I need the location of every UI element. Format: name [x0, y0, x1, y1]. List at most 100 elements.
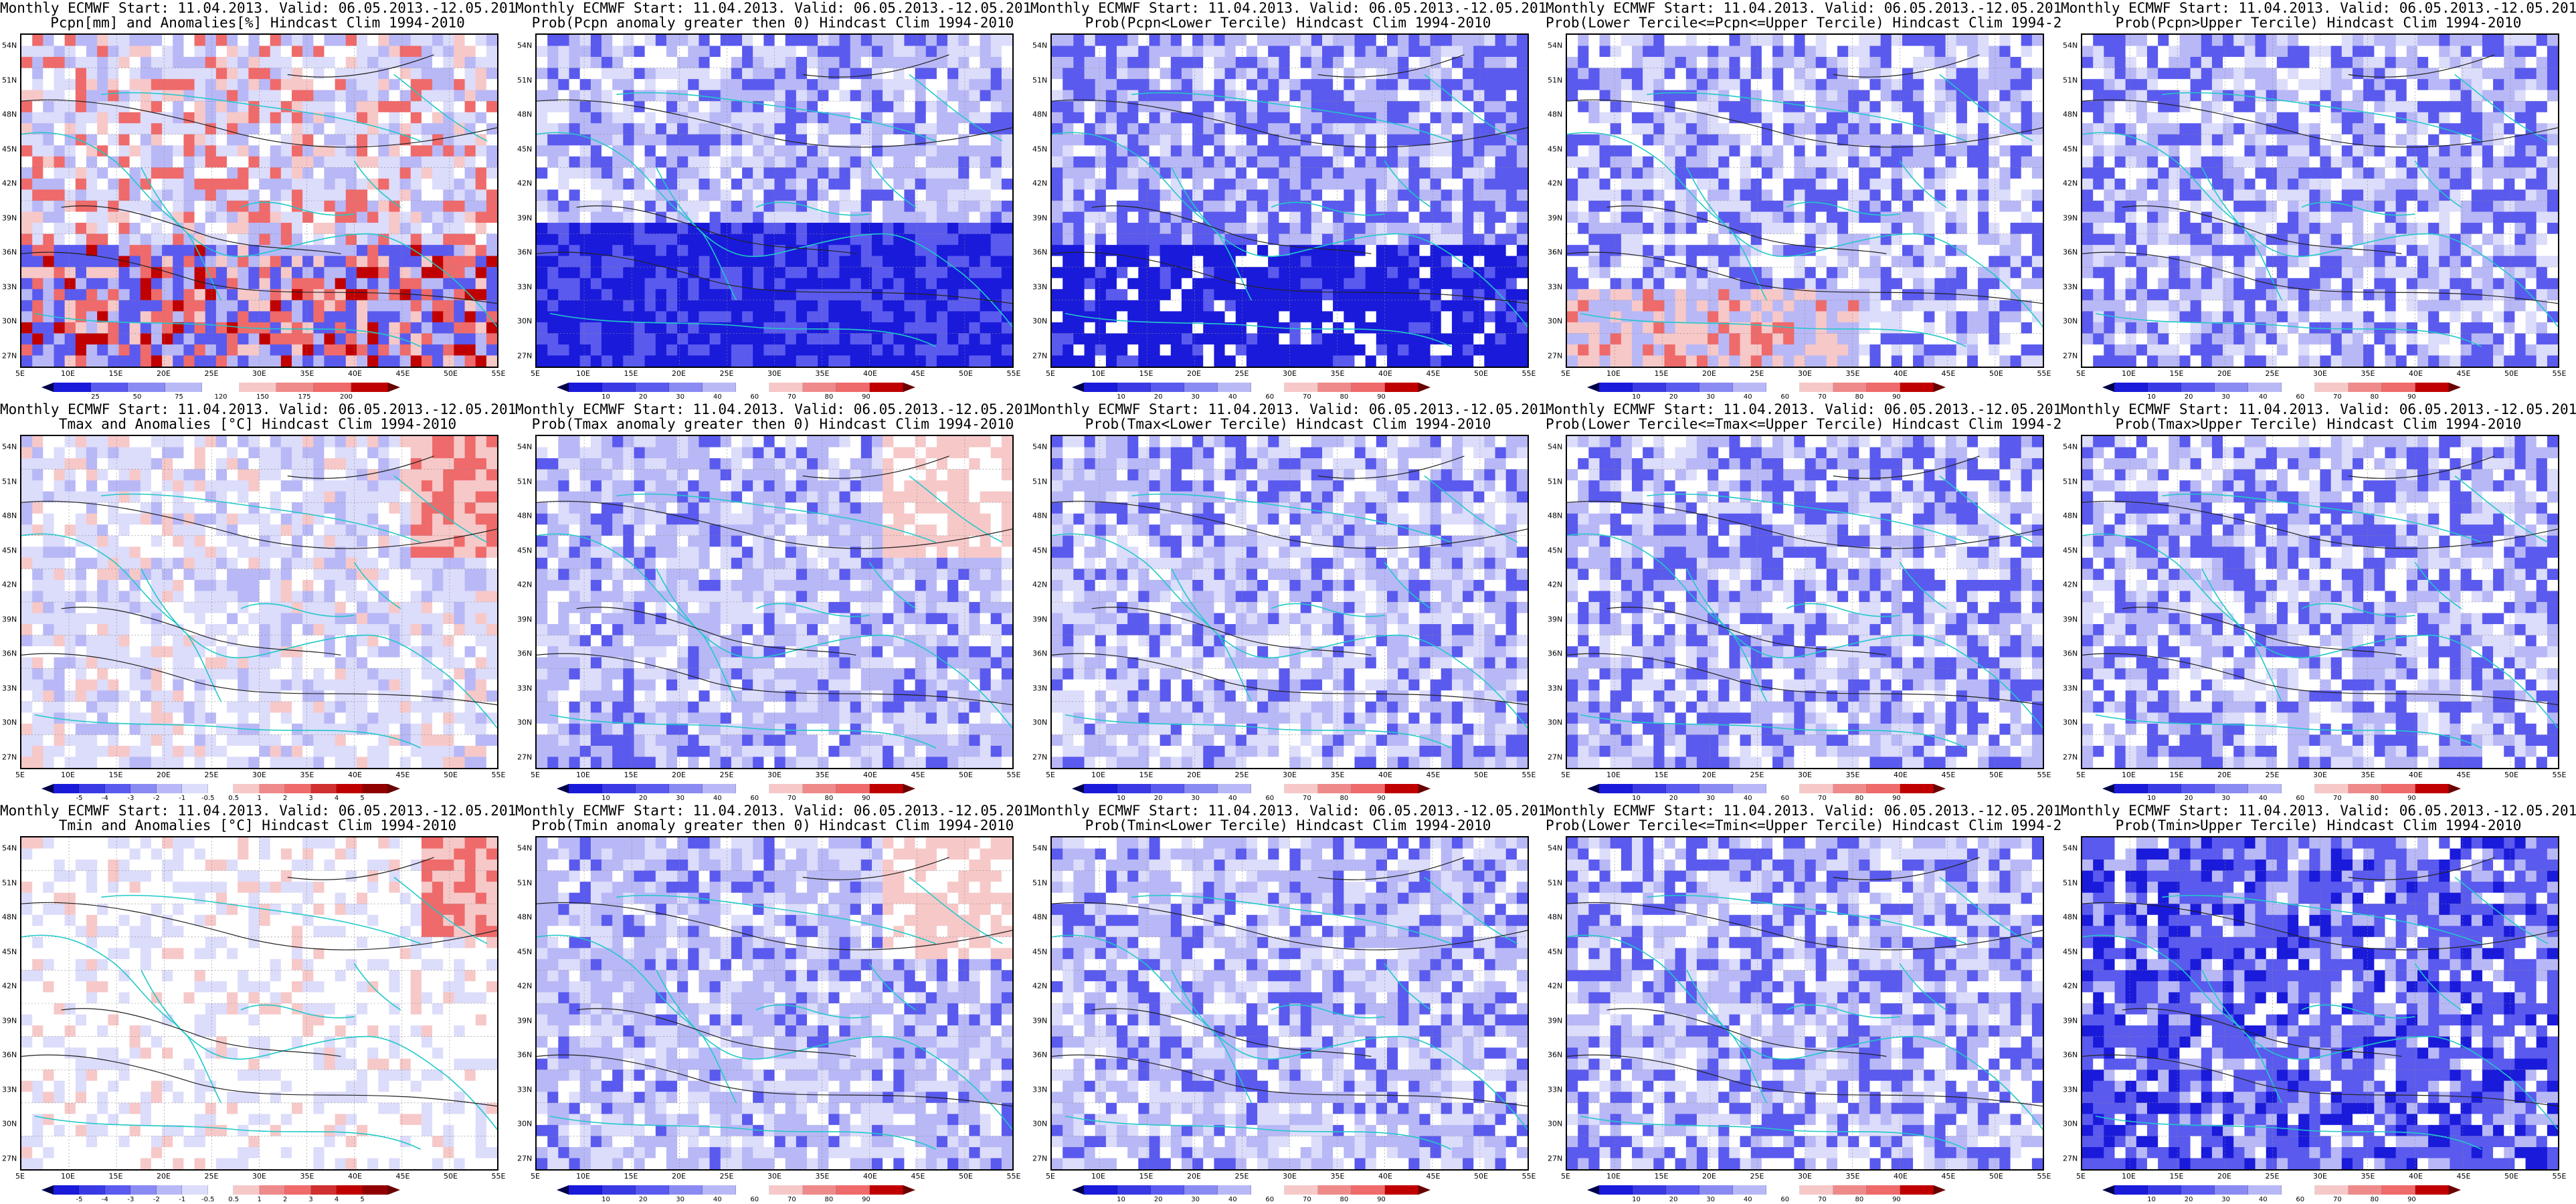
field-cell: [1235, 201, 1247, 213]
field-cell: [1170, 90, 1182, 102]
field-cell: [1289, 134, 1301, 146]
field-cell: [634, 311, 646, 323]
field-cell: [1376, 145, 1388, 157]
field-cell: [1708, 123, 1719, 135]
field-cell: [1365, 156, 1377, 168]
field-cell: [1588, 201, 1600, 213]
field-cell: [871, 45, 883, 58]
field-cell: [335, 201, 347, 213]
field-cell: [1386, 300, 1398, 312]
field-cell: [1588, 156, 1600, 168]
field-cell: [227, 211, 238, 223]
field-cell: [558, 156, 570, 168]
field-cell: [356, 355, 368, 367]
field-cell: [1956, 101, 1968, 113]
field-cell: [850, 101, 862, 113]
field-cell: [1495, 156, 1507, 168]
field-cell: [1181, 311, 1193, 323]
field-cell: [2021, 223, 2033, 235]
field-cell: [569, 245, 581, 257]
field-cell: [443, 322, 455, 334]
colorbar-segment: [1084, 383, 1117, 392]
field-cell: [1181, 344, 1193, 357]
field-cell: [1052, 68, 1063, 80]
field-cell: [807, 178, 818, 191]
field-cell: [356, 223, 368, 235]
field-cell: [839, 112, 851, 124]
field-cell: [1473, 233, 1485, 245]
field-cell: [356, 189, 368, 201]
field-cell: [1052, 201, 1063, 213]
field-cell: [1505, 233, 1517, 245]
field-cell: [270, 233, 282, 245]
field-cell: [1956, 90, 1968, 102]
field-cell: [569, 156, 581, 168]
field-cell: [1578, 112, 1590, 124]
field-cell: [1257, 333, 1269, 345]
field-cell: [215, 223, 227, 235]
field-cell: [688, 289, 700, 301]
field-cell: [205, 256, 217, 268]
field-cell: [1084, 90, 1096, 102]
field-cell: [590, 223, 602, 235]
field-cell: [2010, 90, 2022, 102]
field-cell: [753, 211, 764, 223]
field-cell: [1084, 156, 1096, 168]
field-cell: [980, 178, 992, 191]
field-cell: [1441, 134, 1453, 146]
field-cell: [1365, 355, 1377, 367]
field-cell: [1279, 344, 1291, 357]
field-cell: [1398, 101, 1409, 113]
field-cell: [389, 223, 401, 235]
field-cell: [785, 289, 797, 301]
field-cell: [1419, 256, 1431, 268]
field-cell: [2010, 79, 2022, 91]
field-cell: [1978, 201, 1989, 213]
field-cell: [818, 90, 829, 102]
field-cell: [1599, 45, 1611, 58]
field-cell: [1224, 344, 1236, 357]
field-cell: [1419, 101, 1431, 113]
field-cell: [1214, 123, 1226, 135]
field-cell: [796, 134, 808, 146]
field-cell: [860, 156, 872, 168]
field-cell: [432, 355, 444, 367]
field-cell: [2021, 201, 2033, 213]
field-cell: [1473, 134, 1485, 146]
field-cell: [666, 289, 678, 301]
field-cell: [248, 189, 260, 201]
field-cell: [818, 333, 829, 345]
field-cell: [410, 256, 422, 268]
field-cell: [1815, 45, 1827, 58]
field-cell: [1989, 57, 2001, 69]
field-cell: [1794, 35, 1806, 47]
field-cell: [86, 211, 98, 223]
field-cell: [969, 101, 981, 113]
field-cell: [1235, 57, 1247, 69]
field-cell: [537, 300, 548, 312]
field-cell: [86, 178, 98, 191]
field-cell: [579, 223, 591, 235]
field-cell: [1149, 57, 1161, 69]
field-cell: [1235, 167, 1247, 179]
field-cell: [990, 344, 1002, 357]
coastline: [101, 92, 421, 142]
field-cell: [1084, 322, 1096, 334]
field-cell: [1105, 355, 1117, 367]
field-cell: [259, 45, 271, 58]
field-cell: [108, 112, 120, 124]
field-cell: [1708, 45, 1719, 58]
field-cell: [915, 211, 927, 223]
field-cell: [1386, 57, 1398, 69]
field-cell: [1408, 322, 1420, 334]
field-cell: [969, 201, 981, 213]
field-cell: [173, 333, 185, 345]
y-tick-label: 51N: [2, 76, 17, 84]
field-cell: [1750, 178, 1762, 191]
field-cell: [1740, 68, 1752, 80]
field-cell: [43, 112, 55, 124]
field-cell: [389, 45, 401, 58]
field-cell: [1772, 57, 1784, 69]
field-cell: [785, 123, 797, 135]
field-cell: [1419, 156, 1431, 168]
